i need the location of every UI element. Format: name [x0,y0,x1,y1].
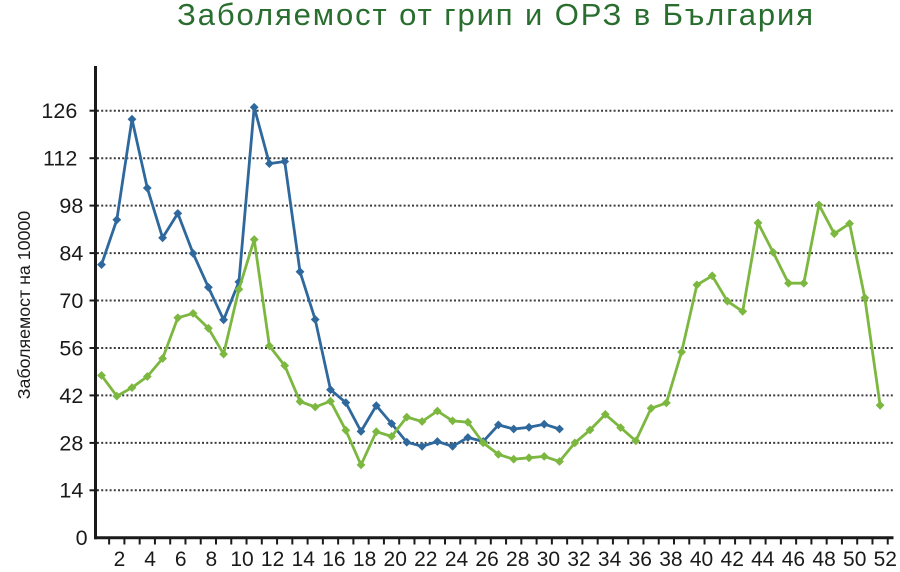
svg-text:2: 2 [114,548,126,567]
svg-text:98: 98 [59,194,83,218]
svg-text:46: 46 [782,548,805,567]
svg-text:Заболяемост на 10000: Заболяемост на 10000 [14,211,34,399]
svg-text:28: 28 [59,431,83,455]
svg-text:34: 34 [598,548,622,567]
svg-text:42: 42 [59,384,83,408]
svg-text:40: 40 [690,548,713,567]
svg-text:44: 44 [751,548,775,567]
svg-text:20: 20 [384,548,407,567]
svg-text:6: 6 [175,548,187,567]
svg-text:56: 56 [59,336,83,360]
svg-text:0: 0 [76,526,88,550]
svg-text:14: 14 [292,548,316,567]
svg-text:50: 50 [843,548,866,567]
svg-text:10: 10 [230,548,253,567]
svg-text:4: 4 [144,548,156,567]
svg-text:16: 16 [322,548,345,567]
svg-text:70: 70 [59,289,83,313]
svg-text:112: 112 [43,147,77,171]
svg-text:48: 48 [812,548,835,567]
svg-text:38: 38 [659,548,682,567]
svg-text:12: 12 [261,548,284,567]
svg-text:18: 18 [353,548,376,567]
svg-text:30: 30 [537,548,560,567]
svg-text:26: 26 [475,548,498,567]
svg-text:14: 14 [59,479,83,503]
svg-text:126: 126 [41,99,77,123]
svg-text:36: 36 [629,548,652,567]
svg-text:42: 42 [721,548,744,567]
svg-text:84: 84 [59,242,83,266]
svg-text:Заболяемост от грип и ОРЗ в Бъ: Заболяемост от грип и ОРЗ в България [177,0,815,32]
svg-text:28: 28 [506,548,529,567]
svg-text:22: 22 [414,548,437,567]
svg-text:52: 52 [874,548,897,567]
svg-text:32: 32 [567,548,590,567]
svg-text:8: 8 [206,548,218,567]
svg-text:24: 24 [445,548,469,567]
